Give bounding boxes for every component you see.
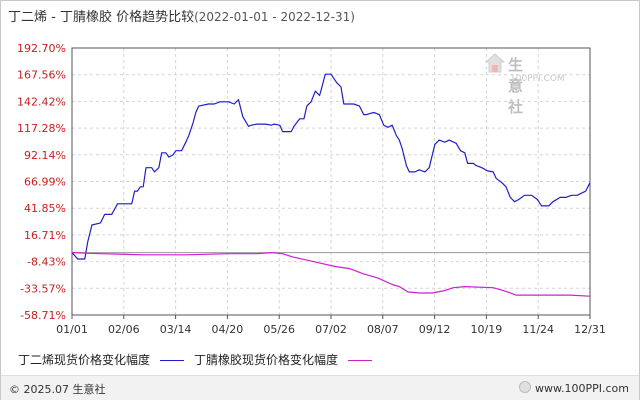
plot-area-border xyxy=(71,47,591,316)
footer-site-link[interactable]: www.100PPI.com xyxy=(519,381,629,395)
y-tick-label: 16.71% xyxy=(24,229,66,242)
legend-swatch-series-b xyxy=(348,360,373,361)
y-tick-label: 117.28% xyxy=(17,122,66,135)
x-tick-label: 02/06 xyxy=(108,323,140,336)
y-tick-label: 41.85% xyxy=(24,202,66,215)
x-tick-label: 08/07 xyxy=(367,323,399,336)
x-tick-label: 09/12 xyxy=(419,323,451,336)
chart-title-main: 丁二烯 - 丁腈橡胶 价格趋势比较 xyxy=(8,10,195,25)
watermark-brand-cn: 生意社 xyxy=(508,56,527,116)
series-line-a xyxy=(71,73,591,260)
axis-layer xyxy=(71,47,591,319)
series-line-b xyxy=(71,252,591,297)
x-tick-label: 11/24 xyxy=(522,323,554,336)
legend: 丁二烯现货价格变化幅度 丁腈橡胶现货价格变化幅度 xyxy=(18,351,382,368)
x-tick-labels: 01/01 02/06 03/14 04/20 05/26 07/02 08/07 09/12… xyxy=(56,323,606,336)
y-tick-label: -8.43% xyxy=(27,256,66,269)
x-tick-label: 03/14 xyxy=(160,323,192,336)
x-tick-label: 05/26 xyxy=(263,323,295,336)
x-tick-label: 04/20 xyxy=(212,323,244,336)
y-tick-label: 66.99% xyxy=(24,176,66,189)
legend-label-series-b: 丁腈橡胶现货价格变化幅度 xyxy=(194,353,339,367)
watermark-brand-en: 100PPI.COM xyxy=(510,74,565,84)
grid-layer xyxy=(71,47,591,316)
footer-copyright: © 2025.07 生意社 xyxy=(9,383,106,396)
y-tick-label: 192.70% xyxy=(17,42,66,55)
x-tick-label: 10/19 xyxy=(471,323,503,336)
y-tick-label: 92.14% xyxy=(24,149,66,162)
x-tick-label: 07/02 xyxy=(315,323,347,336)
legend-swatch-series-a xyxy=(160,360,185,361)
watermark: 生意社 100PPI.COM xyxy=(484,52,565,116)
legend-label-series-a: 丁二烯现货价格变化幅度 xyxy=(18,353,151,367)
y-tick-label: -58.71% xyxy=(20,309,66,322)
x-tick-label: 12/31 xyxy=(574,323,606,336)
chart-title: 丁二烯 - 丁腈橡胶 价格趋势比较(2022-01-01 - 2022-12-3… xyxy=(8,6,355,26)
y-tick-label: -33.57% xyxy=(20,282,66,295)
y-tick-label: 167.56% xyxy=(17,69,66,82)
globe-icon xyxy=(519,381,532,393)
footer-bar: © 2025.07 生意社 www.100PPI.com xyxy=(1,375,639,400)
series-layer xyxy=(71,73,591,297)
line-chart: 192.70% 167.56% 142.42% 117.28% 92.14% 66.99%… xyxy=(17,42,606,336)
x-tick-label: 01/01 xyxy=(56,323,88,336)
y-tick-label: 142.42% xyxy=(17,95,66,108)
y-tick-labels: 192.70% 167.56% 142.42% 117.28% 92.14% 66.99%… xyxy=(17,42,66,322)
chart-title-range: (2022-01-01 - 2022-12-31) xyxy=(194,10,355,24)
footer-site-label: www.100PPI.com xyxy=(535,382,629,395)
